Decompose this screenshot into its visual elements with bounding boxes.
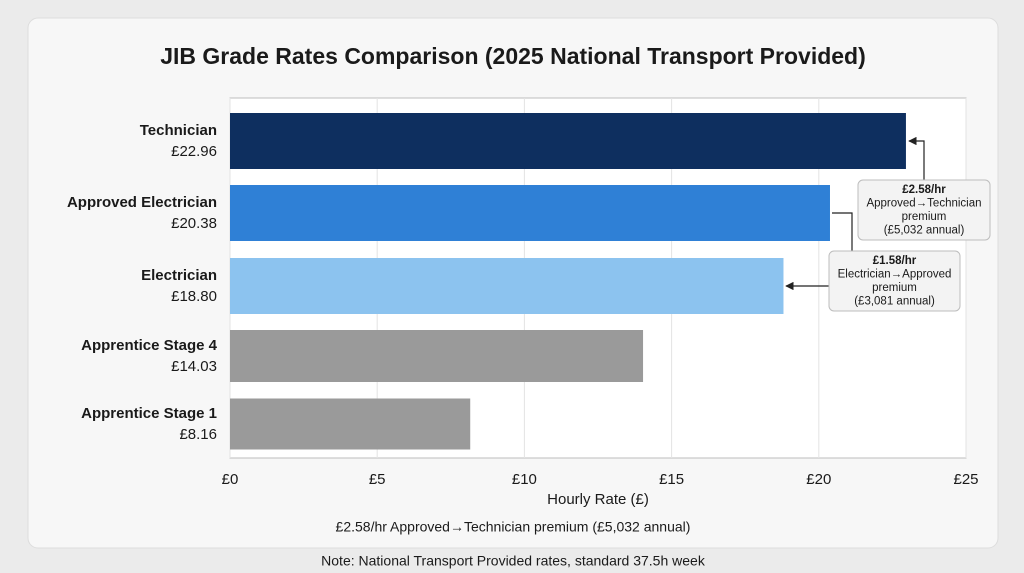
bar [230,185,830,241]
footnote: £2.58/hr Approved→Technician premium (£5… [336,519,691,535]
x-tick-label: £25 [953,471,978,488]
value-label: £8.16 [179,426,217,443]
category-label: Technician [140,122,217,139]
x-tick-label: £15 [659,471,684,488]
arrow [908,136,925,180]
value-label: £20.38 [171,215,217,232]
category-label: Apprentice Stage 4 [81,337,218,354]
bar [230,258,784,314]
bar [230,398,471,450]
x-tick-label: £10 [512,471,537,488]
bars: Technician £22.96 Approved Electrician £20.… [67,113,906,450]
x-tick-label: £5 [369,471,386,488]
x-axis-title: Hourly Rate (£) [547,491,649,508]
bar [230,330,644,382]
bar [230,113,906,169]
category-label: Electrician [141,267,217,284]
x-tick-label: £20 [806,471,831,488]
annotation-text: £1.58/hr [873,255,917,267]
annotation-text: (£5,032 annual) [884,225,965,237]
value-label: £14.03 [171,358,217,375]
annotation-text: (£3,081 annual) [854,296,935,308]
connector [832,212,853,251]
annotation-box [857,179,991,241]
annotation-box [828,250,961,312]
value-label: £18.80 [171,288,217,305]
annotation-text: Electrician→Approved [838,269,952,281]
category-label: Approved Electrician [67,194,217,211]
annotation-text: premium [872,282,917,294]
annotation-connectors [785,136,925,291]
chart-title: JIB Grade Rates Comparison (2025 Nationa… [160,43,866,69]
category-label: Apprentice Stage 1 [81,405,217,422]
x-tick-label: £0 [222,471,239,488]
annotation-text: Approved→Technician [866,198,981,210]
note: Note: National Transport Provided rates,… [321,553,706,569]
annotations: £2.58/hrApproved→Technicianpremium(£5,03… [828,179,991,312]
annotation-text: £2.58/hr [902,184,946,196]
annotation-text: premium [902,211,947,223]
value-label: £22.96 [171,143,217,160]
